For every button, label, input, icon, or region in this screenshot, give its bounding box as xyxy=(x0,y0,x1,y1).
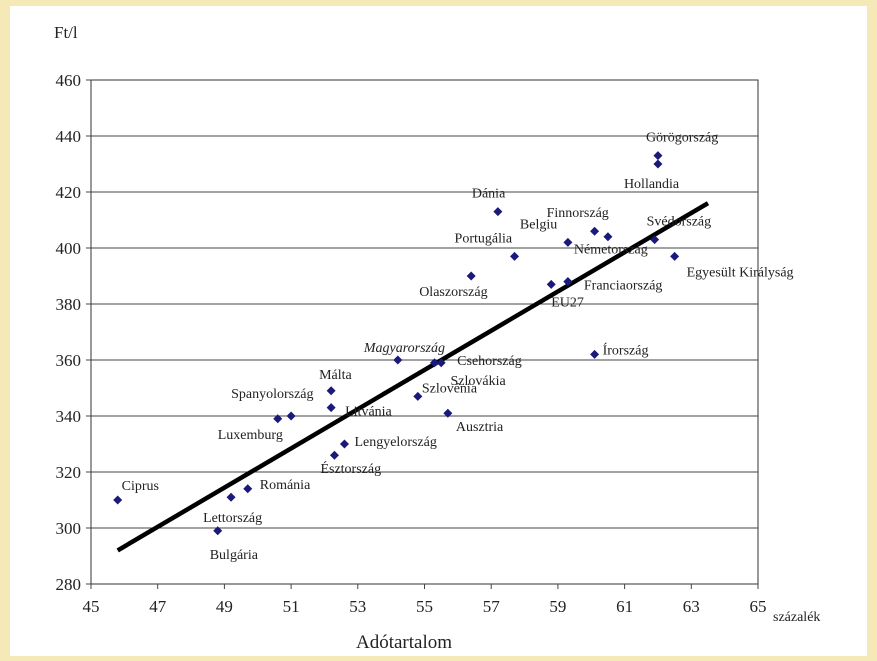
point-label: Belgiu xyxy=(520,217,557,232)
y-tick-label: 360 xyxy=(56,351,82,370)
data-point xyxy=(443,408,453,418)
chart-frame: 280 300 320 340 360 380 400 420 440 460 45 47 49 51 5… xyxy=(10,6,867,656)
data-point xyxy=(563,277,573,287)
point-label: Dánia xyxy=(472,187,506,202)
data-point xyxy=(590,349,600,359)
y-tick-label: 320 xyxy=(56,463,82,482)
data-point xyxy=(590,226,600,236)
data-point xyxy=(113,495,123,505)
y-tick-label: 380 xyxy=(56,295,82,314)
point-label: Csehország xyxy=(457,354,522,369)
data-point xyxy=(339,439,349,449)
point-label: Szlovénia xyxy=(422,381,478,396)
data-point xyxy=(393,355,403,365)
point-label: Németország xyxy=(574,243,648,258)
point-label: Finnország xyxy=(547,206,609,221)
data-point xyxy=(430,358,440,368)
y-tick-label: 340 xyxy=(56,407,82,426)
data-point xyxy=(563,237,573,247)
point-label: Románia xyxy=(260,478,311,493)
data-point xyxy=(653,151,663,161)
point-label: Spanyolország xyxy=(231,387,313,402)
y-tick-label: 460 xyxy=(56,71,82,90)
data-point xyxy=(413,391,423,401)
data-point xyxy=(226,492,236,502)
data-point xyxy=(326,403,336,413)
data-point xyxy=(650,235,660,245)
point-label: Magyarország xyxy=(363,341,445,356)
trendline xyxy=(116,201,710,553)
data-point xyxy=(273,414,283,424)
point-label: Portugália xyxy=(455,231,513,246)
x-tick-label: 53 xyxy=(349,597,366,616)
point-label: Ciprus xyxy=(122,479,159,494)
point-label: Észtország xyxy=(320,460,381,477)
x-tick-label: 59 xyxy=(549,597,566,616)
y-tick-labels: 280 300 320 340 360 380 400 420 440 460 xyxy=(56,71,91,594)
data-point xyxy=(326,386,336,396)
scatter-chart: 280 300 320 340 360 380 400 420 440 460 45 47 49 51 5… xyxy=(54,23,820,653)
point-label: Franciaország xyxy=(584,279,663,294)
data-point xyxy=(510,251,520,261)
x-tick-label: 47 xyxy=(149,597,167,616)
x-axis-unit: százalék xyxy=(773,610,820,625)
point-label: Málta xyxy=(319,368,352,383)
y-tick-label: 400 xyxy=(56,239,82,258)
data-points xyxy=(113,151,680,536)
x-axis-label: Adótartalom xyxy=(356,632,452,653)
x-tick-label: 65 xyxy=(750,597,767,616)
data-point xyxy=(286,411,296,421)
data-point xyxy=(243,484,253,494)
point-label: Hollandia xyxy=(624,177,680,192)
y-axis-label: Ft/l xyxy=(54,23,78,42)
data-point xyxy=(213,526,223,536)
point-label: EU27 xyxy=(551,295,584,310)
point-labels: Görögország Hollandia Dánia Finnország Svédo… xyxy=(122,131,794,563)
x-tick-label: 49 xyxy=(216,597,233,616)
point-label: Írország xyxy=(603,341,649,358)
x-tick-label: 63 xyxy=(683,597,700,616)
point-label: Görögország xyxy=(646,131,718,146)
x-tick-label: 51 xyxy=(283,597,300,616)
x-tick-label: 55 xyxy=(416,597,433,616)
point-label: Litvánia xyxy=(345,405,392,420)
data-point xyxy=(436,358,446,368)
x-tick-label: 57 xyxy=(483,597,501,616)
data-point xyxy=(329,450,339,460)
point-label: Lettország xyxy=(203,511,262,526)
point-label: Lengyelország xyxy=(354,435,436,450)
data-point xyxy=(603,232,613,242)
data-point xyxy=(653,159,663,169)
x-tick-label: 45 xyxy=(83,597,100,616)
data-point xyxy=(670,251,680,261)
y-tick-label: 280 xyxy=(56,575,82,594)
point-label: Ausztria xyxy=(456,420,504,435)
point-label: Luxemburg xyxy=(218,428,283,443)
point-label: Bulgária xyxy=(210,548,259,563)
point-label: Szlovákia xyxy=(451,374,507,389)
y-tick-label: 300 xyxy=(56,519,82,538)
point-label: Svédország xyxy=(647,215,712,230)
y-tick-label: 420 xyxy=(56,183,82,202)
point-label: Olaszország xyxy=(419,285,487,300)
data-point xyxy=(493,207,503,217)
data-point xyxy=(466,271,476,281)
x-tick-labels: 45 47 49 51 53 55 57 59 61 63 65 xyxy=(83,584,767,616)
point-label: Egyesült Királyság xyxy=(687,265,794,280)
data-point xyxy=(546,279,556,289)
y-tick-label: 440 xyxy=(56,127,82,146)
x-tick-label: 61 xyxy=(616,597,633,616)
